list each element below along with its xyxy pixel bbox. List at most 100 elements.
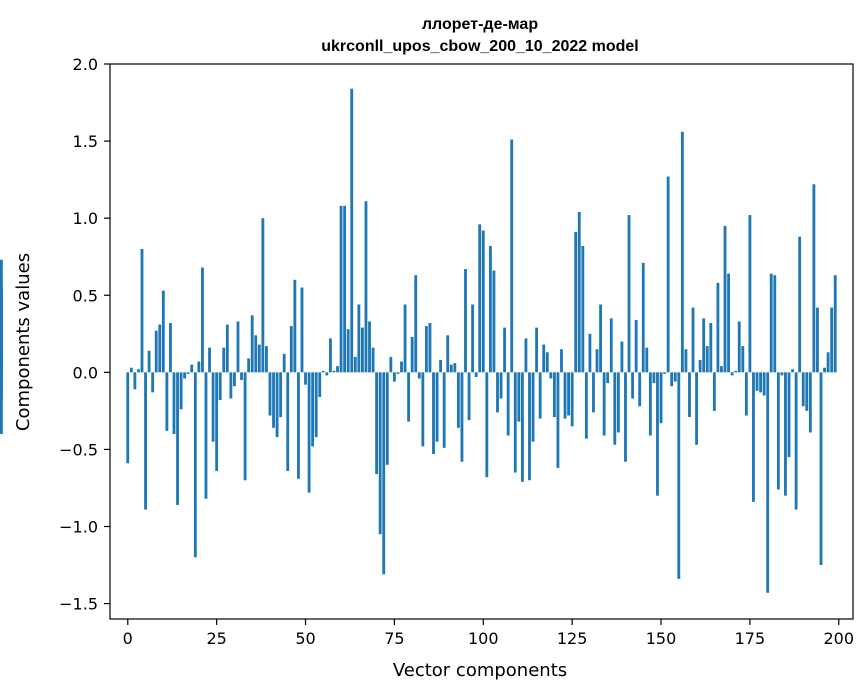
bar-40 xyxy=(268,372,272,416)
bar-48 xyxy=(296,372,300,479)
bar-154 xyxy=(673,372,677,382)
y-tick-label: 2.0 xyxy=(73,55,98,74)
bar-132 xyxy=(595,349,599,373)
bar-167 xyxy=(720,366,723,373)
x-axis-ticks: 0 25 50 75 100 125 150 175 200 xyxy=(123,619,854,648)
bar-27 xyxy=(222,347,226,373)
bar-168 xyxy=(723,225,727,373)
bar-166 xyxy=(716,282,720,373)
bar-87 xyxy=(435,372,439,442)
y-axis-ticks: −1.5 −1.0 −0.5 0.0 0.5 1.0 1.5 2.0 xyxy=(59,55,110,614)
bar-32 xyxy=(240,372,243,381)
x-tick-label: 150 xyxy=(646,629,677,648)
bar-26 xyxy=(218,372,222,401)
bar-157 xyxy=(684,349,688,373)
bar-178 xyxy=(759,372,762,393)
bar-102 xyxy=(488,245,492,373)
bar-86 xyxy=(432,372,435,455)
bar-38 xyxy=(261,218,265,373)
bar-189 xyxy=(798,236,802,373)
bar-42 xyxy=(275,372,279,438)
x-tick-label: 0 xyxy=(123,629,133,648)
x-tick-label: 175 xyxy=(735,629,766,648)
bar-58 xyxy=(332,370,336,373)
bar-146 xyxy=(645,347,649,373)
bar-162 xyxy=(702,318,706,373)
bar-43 xyxy=(279,372,283,418)
bar-155 xyxy=(677,372,681,579)
bar-85 xyxy=(428,323,432,373)
bar-52 xyxy=(311,372,315,447)
x-tick-label: 200 xyxy=(824,629,855,648)
bar-134 xyxy=(602,372,606,436)
bar-104 xyxy=(496,372,499,413)
bar-152 xyxy=(666,176,670,373)
bar-4 xyxy=(140,249,144,373)
bar-25 xyxy=(215,372,219,471)
bar-96 xyxy=(467,372,471,421)
bar-series xyxy=(0,88,837,593)
y-tick-label: 1.5 xyxy=(73,132,98,151)
bar-91 xyxy=(449,364,453,373)
bar-57 xyxy=(328,338,332,373)
bar-undefined xyxy=(0,290,3,373)
x-tick-label: 125 xyxy=(557,629,588,648)
bar-105 xyxy=(499,372,503,399)
bar-176 xyxy=(752,372,755,502)
bar-142 xyxy=(631,372,635,399)
bar-15 xyxy=(179,372,183,410)
bar-151 xyxy=(663,372,666,374)
bar-77 xyxy=(400,361,403,373)
bar-95 xyxy=(464,269,467,373)
bar-2 xyxy=(133,372,137,390)
bar-94 xyxy=(460,372,464,462)
bar-17 xyxy=(186,372,190,374)
bar-68 xyxy=(368,321,371,373)
bar-21 xyxy=(201,267,204,373)
bar-93 xyxy=(456,372,460,428)
bar-37 xyxy=(257,344,261,373)
bar-33 xyxy=(243,372,247,481)
bar-175 xyxy=(748,215,752,373)
bar-7 xyxy=(151,372,155,393)
bar-131 xyxy=(592,372,595,413)
bar-148 xyxy=(652,372,656,384)
bar-112 xyxy=(524,338,528,373)
bar-73 xyxy=(385,372,389,465)
bar-173 xyxy=(741,346,745,373)
bar-143 xyxy=(634,319,638,373)
bar-186 xyxy=(787,372,791,458)
x-tick-label: 25 xyxy=(206,629,226,648)
bar-89 xyxy=(442,372,446,448)
bar-39 xyxy=(265,346,268,373)
bar-64 xyxy=(353,356,357,373)
bar-160 xyxy=(695,372,698,445)
bar-undefined xyxy=(0,353,3,373)
bar-120 xyxy=(552,372,556,418)
bar-108 xyxy=(510,139,514,373)
bar-144 xyxy=(638,372,642,407)
bar-159 xyxy=(691,307,695,373)
bar-45 xyxy=(286,372,290,471)
bar-196 xyxy=(823,367,826,373)
bar-10 xyxy=(161,290,165,373)
bar-35 xyxy=(250,315,254,373)
bar-170 xyxy=(730,372,734,376)
bar-undefined xyxy=(0,372,3,434)
x-tick-label: 100 xyxy=(468,629,499,648)
x-tick-label: 75 xyxy=(384,629,404,648)
bar-117 xyxy=(542,344,546,373)
bar-180 xyxy=(766,372,770,593)
bar-99 xyxy=(478,224,482,373)
bar-11 xyxy=(165,372,169,431)
bar-49 xyxy=(300,287,304,373)
bar-56 xyxy=(325,372,329,376)
bar-193 xyxy=(812,184,816,373)
bar-92 xyxy=(453,363,457,373)
bar-34 xyxy=(247,358,251,373)
bar-156 xyxy=(680,131,684,373)
bar-161 xyxy=(698,360,702,373)
bar-194 xyxy=(816,307,819,373)
bar-72 xyxy=(382,372,386,575)
